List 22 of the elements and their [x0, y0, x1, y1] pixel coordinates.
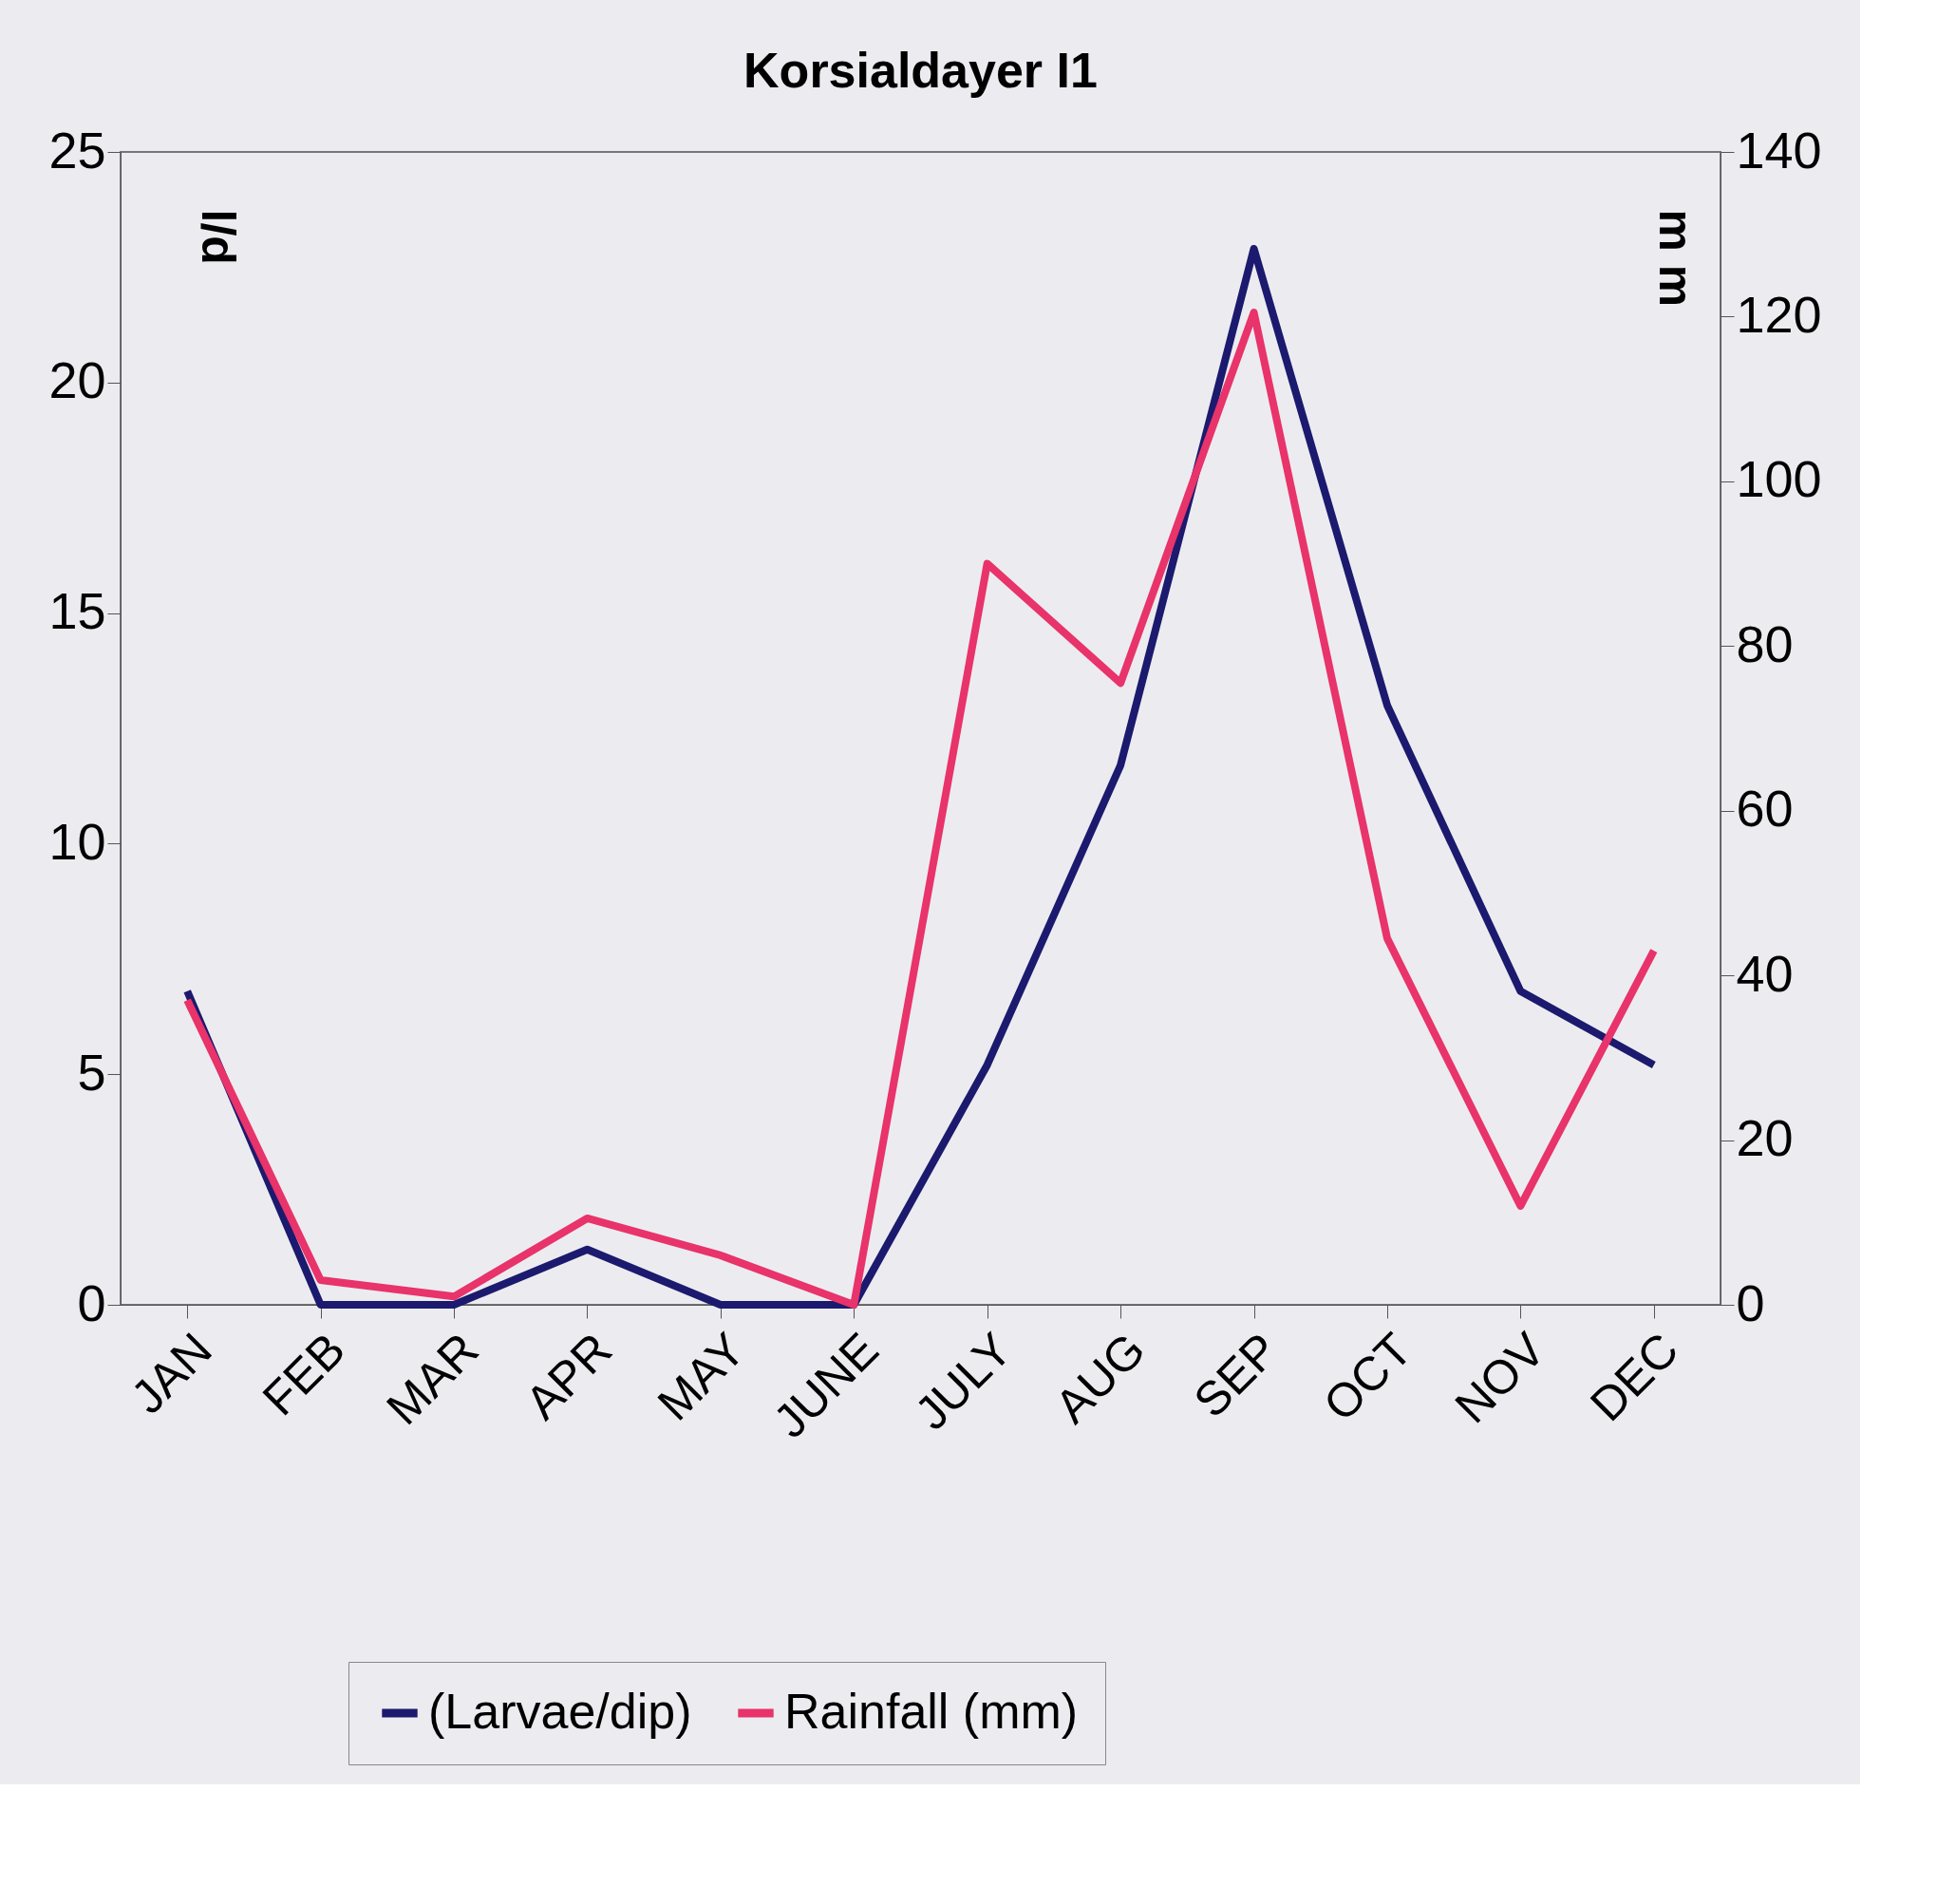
legend-label: Rainfall (mm): [784, 1684, 1079, 1739]
y2-tick-label: 0: [1736, 1273, 1765, 1331]
x-tick-label: JAN: [121, 1322, 222, 1424]
y2-tick-label: 120: [1736, 285, 1822, 343]
y2-tick-label: 80: [1736, 614, 1794, 672]
y2-tick-label: 40: [1736, 944, 1794, 1002]
y2-axis-title: m m: [1648, 209, 1702, 308]
y2-tick-label: 100: [1736, 450, 1822, 508]
y2-tick-label: 20: [1736, 1109, 1794, 1167]
y2-tick-label: 140: [1736, 121, 1822, 179]
y-axis-title: l/d: [191, 209, 245, 265]
y-tick-label: 25: [48, 121, 106, 179]
y-tick-label: 20: [48, 351, 106, 409]
y2-tick-label: 60: [1736, 780, 1794, 838]
y-tick-label: 5: [77, 1043, 106, 1101]
y-tick-label: 0: [77, 1273, 106, 1331]
chart-title: Korsialdayer I1: [743, 43, 1098, 98]
x-tick-label: FEB: [252, 1322, 356, 1426]
x-tick-label: SEP: [1183, 1322, 1289, 1428]
legend-label: (Larvae/dip): [428, 1684, 692, 1739]
y-tick-label: 10: [48, 812, 106, 870]
y-tick-label: 15: [48, 582, 106, 640]
